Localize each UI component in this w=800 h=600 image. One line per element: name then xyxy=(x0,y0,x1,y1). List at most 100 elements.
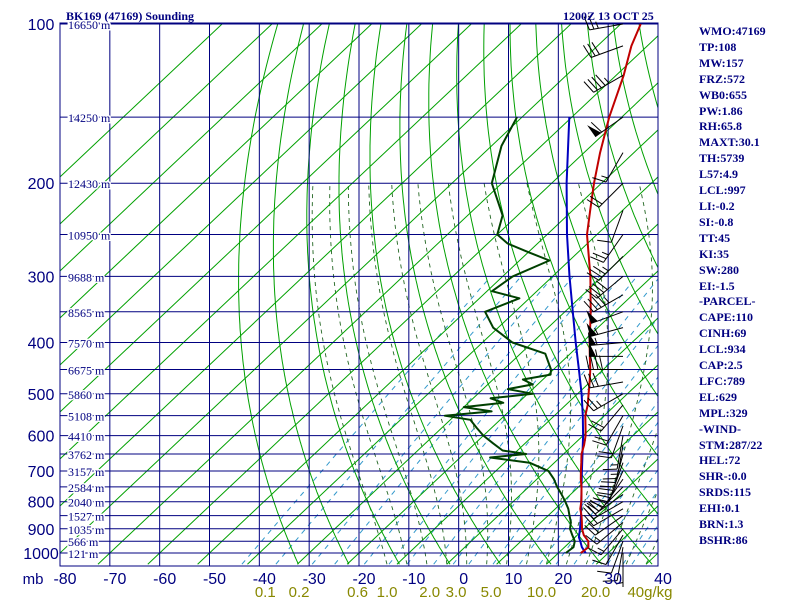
wind-barb xyxy=(583,372,624,389)
wind-barb xyxy=(588,404,624,432)
index-value: EHI:0.1 xyxy=(699,501,741,516)
dry-adiabat-line xyxy=(561,23,658,336)
wind-barb xyxy=(589,342,623,357)
height-label: 9688 m xyxy=(68,270,105,284)
index-value: RH:65.8 xyxy=(699,119,742,134)
isotherm-line xyxy=(346,270,658,565)
pressure-tick-label: 600 xyxy=(28,429,55,446)
mixing-ratio-line xyxy=(311,276,554,565)
temperature-tick-label: -70 xyxy=(103,571,126,588)
index-value: SI:-0.8 xyxy=(699,214,734,229)
index-value: WMO:47169 xyxy=(699,24,766,38)
wind-barb xyxy=(585,521,624,545)
temperature-line xyxy=(579,23,642,554)
height-label: 3762 m xyxy=(68,448,105,462)
isotherm-line xyxy=(60,23,623,554)
height-label: 14250 m xyxy=(68,111,111,125)
index-value: LI:-0.2 xyxy=(699,198,735,213)
moist-adiabat-line xyxy=(391,183,468,565)
moist-adiabat-line xyxy=(447,183,512,565)
index-value: SRDS:115 xyxy=(699,485,752,500)
dry-adiabat-line xyxy=(535,23,658,398)
pressure-tick-label: 1000 xyxy=(23,546,59,563)
index-value: LFC:789 xyxy=(699,373,745,388)
index-value: LCL:934 xyxy=(699,342,746,357)
wind-barb xyxy=(583,393,624,412)
temperature-tick-label: 20 xyxy=(554,571,572,588)
wind-barb xyxy=(583,15,624,31)
mixing-ratio-label: 0.6 xyxy=(347,584,368,600)
wind-barb xyxy=(615,553,624,587)
index-value: -WIND- xyxy=(699,421,741,436)
isotherm-line xyxy=(546,458,658,565)
index-value: SW:280 xyxy=(699,262,740,277)
index-value: FRZ:572 xyxy=(699,71,745,86)
height-label: 3157 m xyxy=(68,465,105,479)
wind-barb xyxy=(583,294,624,313)
index-value: CAP:2.5 xyxy=(699,358,743,373)
pressure-tick-label: 100 xyxy=(28,17,55,34)
mixing-ratio-line xyxy=(573,444,658,565)
isotherm-line xyxy=(97,35,658,565)
height-label: 1035 m xyxy=(68,523,105,537)
moist-adiabat-line xyxy=(605,427,658,565)
wind-barb xyxy=(594,470,624,503)
moist-adiabat-line xyxy=(311,183,388,565)
wind-barb xyxy=(586,256,624,281)
index-value: EL:629 xyxy=(699,389,738,404)
isotherm-line xyxy=(60,23,523,460)
wind-barb xyxy=(585,276,624,299)
height-label: 2040 m xyxy=(68,496,105,510)
dry-adiabats xyxy=(238,23,658,565)
mixing-ratio-label: 2.0 xyxy=(419,584,440,600)
height-label: 5108 m xyxy=(68,410,105,424)
pressure-tick-label: 800 xyxy=(28,495,55,512)
mixing-ratio-label: 0.2 xyxy=(289,584,310,600)
wind-barb xyxy=(586,310,624,324)
dry-adiabat-line xyxy=(238,23,299,565)
isotherm-line xyxy=(396,317,658,565)
index-value: LCL:997 xyxy=(699,183,746,198)
wind-barb xyxy=(599,453,624,488)
height-label: 8565 m xyxy=(68,306,105,320)
isotherm-line xyxy=(60,23,573,507)
height-label: 10950 m xyxy=(68,229,111,243)
wind-barb xyxy=(597,425,624,459)
isotherm-line xyxy=(60,23,374,319)
mixing-ratio-label: 10.0 xyxy=(527,584,556,600)
temperature-tick-label: -20 xyxy=(352,571,375,588)
height-label: 4410 m xyxy=(68,430,105,444)
pressure-tick-label: 500 xyxy=(28,387,55,404)
pressure-tick-label: 200 xyxy=(28,176,55,193)
height-label: 6675 m xyxy=(68,364,105,378)
isotherm-line xyxy=(60,23,424,366)
dry-adiabat-line xyxy=(428,23,602,565)
index-value: KI:35 xyxy=(699,246,729,261)
isotherm-line xyxy=(60,23,324,272)
height-label: 5860 m xyxy=(68,388,105,402)
plot-frame xyxy=(59,22,659,567)
mixing-ratio-line xyxy=(492,344,658,565)
wind-barb xyxy=(588,528,624,556)
moist-adiabat-line xyxy=(585,183,653,565)
isotherm-line xyxy=(247,176,658,565)
index-value: CAPE:110 xyxy=(699,310,753,325)
moist-adiabat-line xyxy=(329,183,408,565)
parcel-line xyxy=(565,117,587,554)
index-value: BSHR:86 xyxy=(699,533,748,547)
mixing-ratio-label: 1.0 xyxy=(377,584,398,600)
wind-barb xyxy=(597,541,624,574)
height-label: 7570 m xyxy=(68,336,105,350)
index-value: WB0:655 xyxy=(699,87,747,102)
wind-barb xyxy=(587,116,624,138)
height-label: 1527 m xyxy=(68,510,105,524)
pressure-tick-label: 900 xyxy=(28,522,55,539)
dry-adiabat-line xyxy=(399,23,552,565)
wind-barb xyxy=(585,355,623,371)
index-value: TH:5739 xyxy=(699,151,745,166)
mixing-ratio-line xyxy=(555,421,658,565)
index-value: HEL:72 xyxy=(699,453,741,468)
index-value: BRN:1.3 xyxy=(699,517,744,532)
